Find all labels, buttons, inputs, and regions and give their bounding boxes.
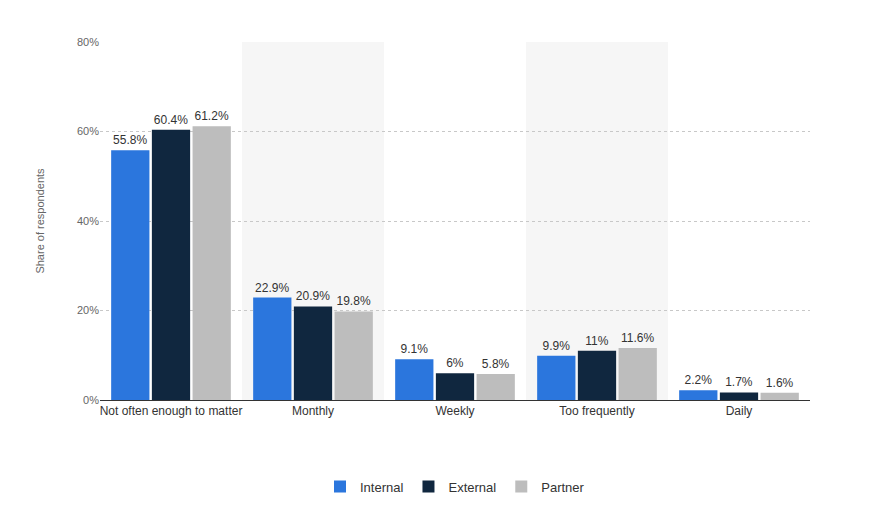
svg-text:22.9%: 22.9% [255, 281, 289, 295]
svg-text:60.4%: 60.4% [154, 113, 188, 127]
svg-text:80%: 80% [77, 36, 99, 48]
svg-text:Daily: Daily [726, 404, 753, 418]
svg-text:2.2%: 2.2% [684, 373, 712, 387]
svg-text:61.2%: 61.2% [195, 109, 229, 123]
svg-text:9.9%: 9.9% [542, 339, 570, 353]
svg-text:11.6%: 11.6% [621, 331, 654, 345]
svg-text:Partner: Partner [541, 480, 584, 495]
svg-text:Monthly: Monthly [292, 404, 334, 418]
svg-text:20.9%: 20.9% [296, 289, 330, 303]
svg-text:External: External [448, 480, 496, 495]
svg-text:Internal: Internal [360, 480, 403, 495]
svg-text:Not often enough to matter: Not often enough to matter [100, 404, 243, 418]
svg-text:55.8%: 55.8% [113, 133, 147, 147]
svg-text:19.8%: 19.8% [337, 294, 371, 308]
svg-text:Share of respondents: Share of respondents [34, 168, 46, 274]
svg-text:Weekly: Weekly [435, 404, 474, 418]
svg-text:9.1%: 9.1% [400, 342, 428, 356]
svg-text:6%: 6% [446, 356, 464, 370]
svg-text:20%: 20% [77, 304, 99, 316]
svg-text:1.7%: 1.7% [725, 375, 753, 389]
svg-text:1.6%: 1.6% [766, 376, 794, 390]
svg-text:Too frequently: Too frequently [559, 404, 634, 418]
svg-text:0%: 0% [83, 394, 99, 406]
svg-text:40%: 40% [77, 215, 99, 227]
svg-text:5.8%: 5.8% [482, 357, 510, 371]
svg-text:11%: 11% [585, 334, 608, 348]
svg-text:60%: 60% [77, 125, 99, 137]
